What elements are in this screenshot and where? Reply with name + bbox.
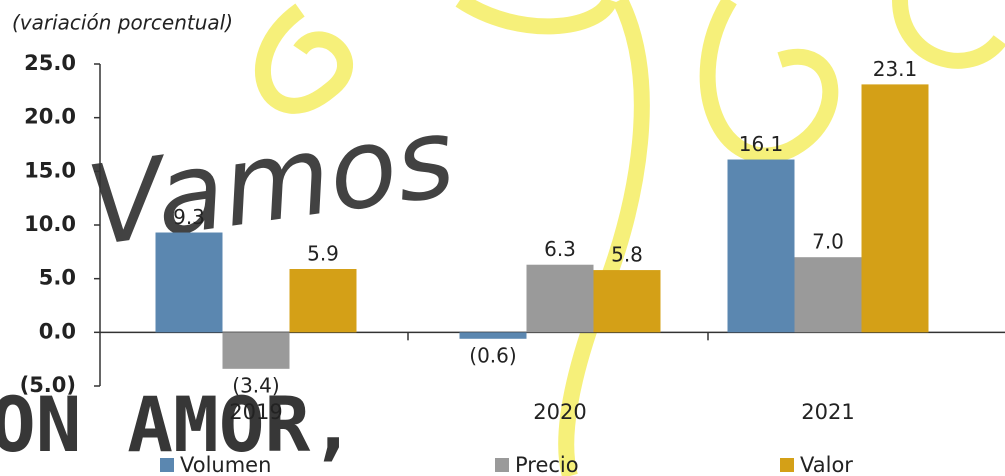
bar	[594, 270, 661, 332]
legend-label: Valor	[800, 453, 853, 476]
value-label: 7.0	[812, 230, 844, 254]
bar	[290, 269, 357, 332]
bar	[795, 257, 862, 332]
legend-label: Volumen	[180, 453, 271, 476]
x-tick-label: 2021	[801, 400, 854, 424]
value-label: 6.3	[544, 237, 576, 261]
bar	[223, 332, 290, 368]
legend-swatch	[495, 458, 509, 472]
y-tick-label: 25.0	[24, 51, 76, 75]
page: {"chart_data": {"type": "bar", "subtitle…	[0, 0, 1005, 476]
bar	[862, 84, 929, 332]
x-tick-label: 2019	[229, 400, 282, 424]
bar	[527, 265, 594, 333]
bar	[156, 233, 223, 333]
y-tick-label: 15.0	[24, 158, 76, 182]
bar	[460, 332, 527, 338]
chart-subtitle: (variación porcentual)	[12, 11, 233, 35]
chart: (variación porcentual) Vamos ON AMOR, (5…	[0, 0, 1005, 476]
legend-swatch	[780, 458, 794, 472]
value-label: 23.1	[873, 57, 918, 81]
y-tick-label: (5.0)	[20, 373, 76, 397]
value-label: 9.3	[173, 205, 205, 229]
bar	[728, 160, 795, 333]
y-tick-label: 5.0	[39, 266, 76, 290]
legend-swatch	[160, 458, 174, 472]
legend-label: Precio	[515, 453, 579, 476]
value-label: (3.4)	[232, 373, 279, 397]
value-label: 16.1	[739, 132, 784, 156]
value-label: 5.8	[611, 243, 643, 267]
y-tick-label: 0.0	[39, 319, 76, 343]
y-tick-label: 20.0	[24, 105, 76, 129]
value-label: (0.6)	[469, 343, 516, 367]
overlay-text: Vamos	[80, 93, 462, 271]
y-tick-label: 10.0	[24, 212, 76, 236]
x-tick-label: 2020	[533, 400, 586, 424]
value-label: 5.9	[307, 242, 339, 266]
